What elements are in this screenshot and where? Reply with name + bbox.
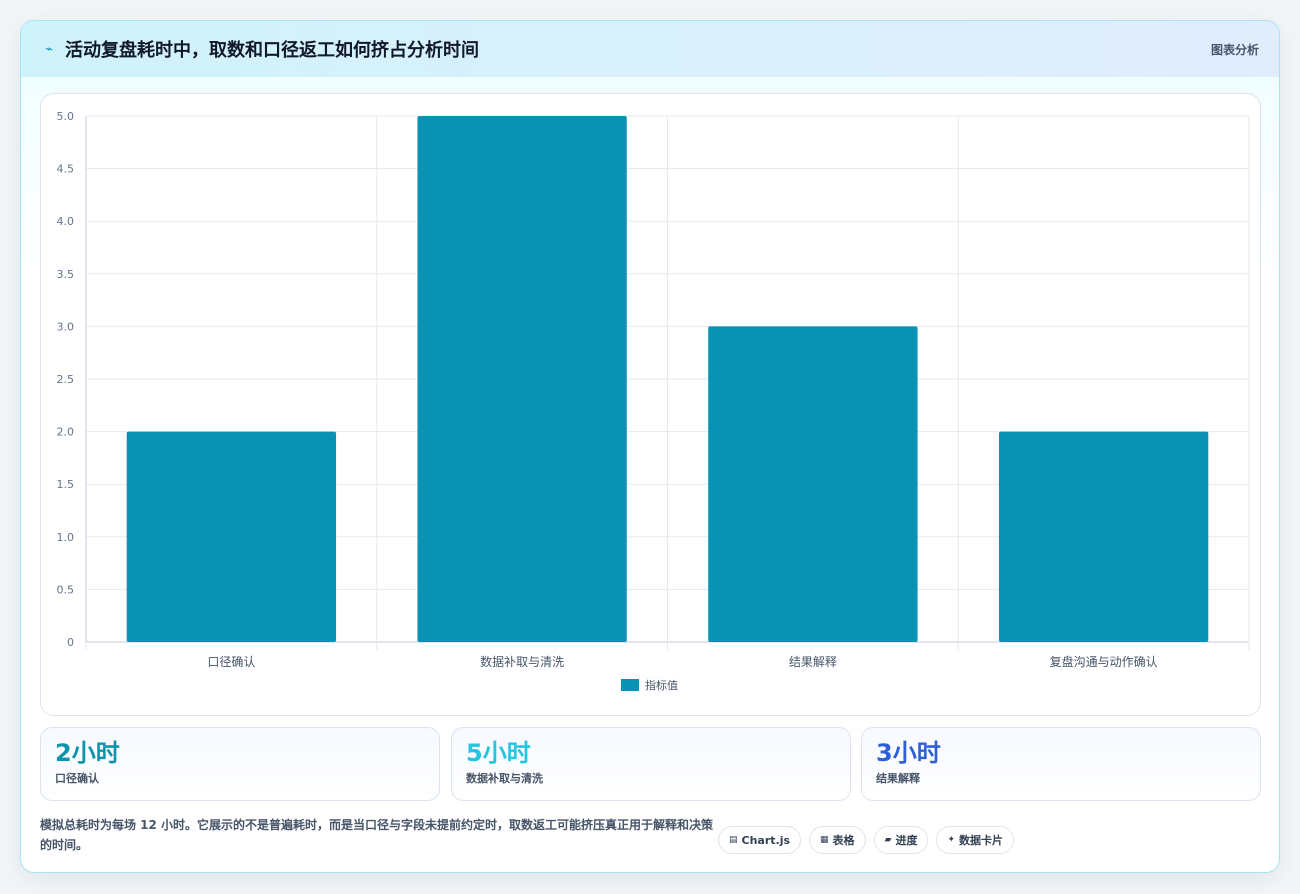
y-tick-label: 0.5 <box>57 583 75 596</box>
stat-label: 数据补取与清洗 <box>466 772 543 785</box>
bar <box>998 431 1209 642</box>
bar <box>708 326 918 642</box>
category-tag[interactable]: 图表分析 <box>1210 42 1259 57</box>
chip-data-cards[interactable]: ✦ 数据卡片 <box>936 826 1015 854</box>
y-tick-label: 3.0 <box>57 320 75 333</box>
bar <box>417 116 627 642</box>
x-tick-label: 结果解释 <box>789 655 837 669</box>
page-title: 活动复盘耗时中，取数和口径返工如何挤占分析时间 <box>65 40 479 61</box>
x-tick-label: 口径确认 <box>207 655 255 669</box>
stat-value: 5小时 <box>466 739 531 767</box>
chip-chartjs[interactable]: ▤ Chart.js <box>718 826 802 854</box>
stat-value: 2小时 <box>55 739 120 767</box>
legend-swatch <box>621 679 639 691</box>
progress-icon: ▰ <box>884 835 892 845</box>
y-tick-label: 4.5 <box>57 163 75 176</box>
chip-progress[interactable]: ▰ 进度 <box>873 826 929 854</box>
y-tick-label: 1.0 <box>57 531 75 544</box>
bar-chart: 0 0.5 1.0 1.5 2.0 2.5 3.0 3.5 4.0 4.5 5.0 口径确认 数据补取与… <box>57 110 1250 692</box>
card-header: ⌁ 活动复盘耗时中，取数和口径返工如何挤占分析时间 图表分析 <box>21 21 1279 77</box>
footnote: 模拟总耗时为每场 12 小时。它展示的不是普遍耗时，而是当口径与字段未提前约定时… <box>40 818 714 852</box>
stat-label: 口径确认 <box>55 772 99 785</box>
y-tick-label: 3.5 <box>57 268 75 281</box>
report-card: ⌁ 活动复盘耗时中，取数和口径返工如何挤占分析时间 图表分析 0 0.5 1.0 1.… <box>20 20 1280 873</box>
tool-chips: ▤ Chart.js ▦ 表格 ▰ 进度 ✦ 数据卡片 <box>718 826 1015 854</box>
stat-cards: 2小时 口径确认 5小时 数据补取与清洗 3小时 结果解释 <box>40 727 1261 801</box>
chart-panel: 0 0.5 1.0 1.5 2.0 2.5 3.0 3.5 4.0 4.5 5.0 口径确认 数据补取与… <box>40 93 1261 716</box>
sparkle-icon: ✦ <box>947 835 956 845</box>
chip-label: 表格 <box>832 834 855 847</box>
stat-value: 3小时 <box>876 739 941 767</box>
x-tick-label: 复盘沟通与动作确认 <box>1050 654 1158 669</box>
spark-icon: ⌁ <box>45 41 53 57</box>
chip-label: 进度 <box>895 834 918 847</box>
legend-label: 指标值 <box>645 678 678 692</box>
stat-card: 5小时 数据补取与清洗 <box>451 727 851 801</box>
bar <box>126 431 337 642</box>
chart-icon: ▤ <box>729 835 738 845</box>
y-tick-label: 2.0 <box>57 426 75 439</box>
y-tick-label: 2.5 <box>57 373 75 386</box>
stat-card: 2小时 口径确认 <box>40 727 440 801</box>
stat-card: 3小时 结果解释 <box>861 727 1261 801</box>
chip-label: 数据卡片 <box>959 834 1004 847</box>
y-tick-label: 1.5 <box>57 478 75 491</box>
x-tick-label: 数据补取与清洗 <box>480 654 564 669</box>
stat-label: 结果解释 <box>876 772 920 785</box>
title-group: ⌁ 活动复盘耗时中，取数和口径返工如何挤占分析时间 <box>41 36 479 62</box>
y-tick-label: 5.0 <box>57 110 75 123</box>
table-icon: ▦ <box>820 835 829 845</box>
y-tick-label: 4.0 <box>57 215 75 228</box>
chip-table[interactable]: ▦ 表格 <box>809 826 866 854</box>
y-tick-label: 0 <box>67 636 74 649</box>
chip-label: Chart.js <box>741 833 791 847</box>
